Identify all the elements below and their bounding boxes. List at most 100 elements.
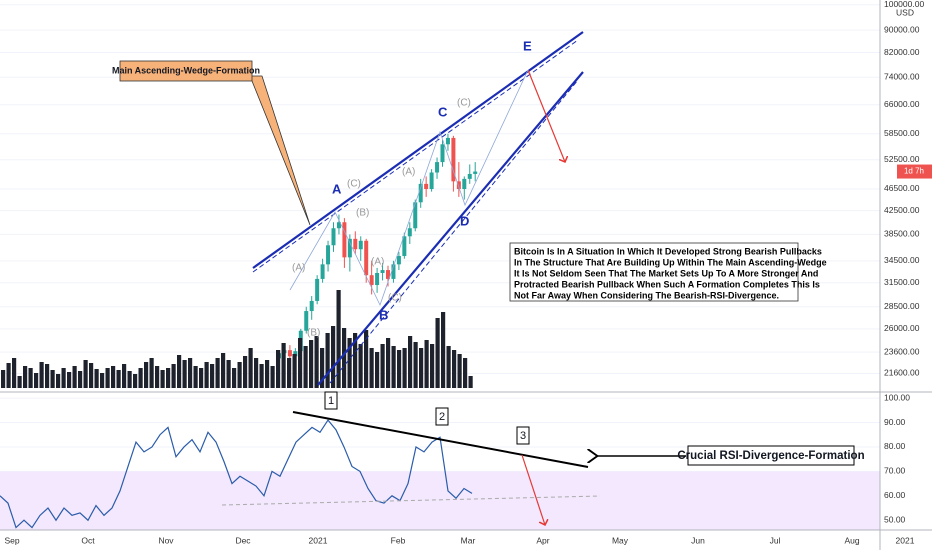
volume-bar: [259, 364, 264, 388]
volume-bar: [243, 356, 248, 388]
note-line: In The Structure That Are Building Up Wi…: [514, 257, 827, 267]
volume-bar: [468, 376, 473, 388]
volume-bar: [441, 312, 446, 388]
volume-bar: [56, 374, 61, 388]
note-line: Not Far Away When Considering The Bearis…: [514, 290, 779, 300]
candle-body: [424, 183, 429, 189]
candle-body: [467, 173, 472, 179]
volume-bar: [298, 338, 303, 388]
volume-bar: [28, 368, 33, 388]
candle-body: [473, 171, 478, 174]
candle-body: [451, 137, 456, 182]
x-tick-label: Aug: [844, 535, 859, 545]
volume-bar: [122, 364, 127, 388]
volume-bar: [419, 348, 424, 388]
volume-bar: [402, 348, 407, 388]
volume-bar: [309, 340, 314, 388]
volume-bar: [424, 340, 429, 388]
wedge-callout: Main Ascending-Wedge-Formation: [112, 60, 311, 226]
y-tick-label: 70.00: [884, 466, 906, 476]
volume-bar: [193, 366, 198, 388]
candle-body: [445, 137, 450, 145]
subwave-label: (B): [307, 328, 320, 339]
candle-body: [402, 236, 407, 256]
rsi-annotations: 1 2 3 Crucial RSI-Divergence-Formation: [221, 391, 865, 525]
y-tick-label: 50.00: [884, 514, 906, 524]
volume-bar: [408, 336, 413, 388]
x-tick-label: Oct: [81, 535, 95, 545]
volume-bar: [177, 355, 182, 388]
volume-bar: [270, 366, 275, 388]
candle-body: [358, 240, 363, 250]
subwave-label: (B): [356, 208, 369, 219]
volume-bar: [215, 358, 220, 388]
candle-body: [391, 264, 396, 279]
volume-bar: [160, 370, 165, 388]
volume-bar: [314, 336, 319, 388]
wave-label: A: [332, 181, 342, 196]
wave-label: B: [379, 307, 388, 322]
volume-bar: [171, 364, 176, 388]
volume-bar: [397, 350, 402, 388]
candle-body: [336, 222, 341, 229]
candle-body: [386, 270, 390, 279]
candle-body: [396, 255, 401, 265]
volume-bar: [199, 368, 204, 388]
subwave-label: (A): [402, 167, 415, 178]
volume-bar: [182, 360, 187, 388]
volume-bar: [342, 328, 347, 388]
candle-body: [413, 202, 418, 229]
candle-body: [462, 178, 467, 189]
y-tick-label: 100.00: [884, 392, 910, 402]
volume-bar: [287, 358, 292, 388]
volume-bar: [34, 373, 39, 388]
volume-bar: [452, 350, 457, 388]
y-tick-label: 26000.00: [884, 323, 920, 333]
note-line: Protracted Bearish Pullback When Such A …: [514, 279, 820, 289]
volume-bar: [303, 346, 308, 388]
volume-bar: [204, 362, 209, 388]
y-tick-label: 90000.00: [884, 24, 920, 34]
volume-bar: [221, 353, 226, 388]
candle-body: [304, 311, 309, 331]
volume-bar: [1, 370, 6, 388]
wave-label: E: [523, 38, 532, 53]
candle-body: [353, 238, 358, 250]
y-tick-label: 34500.00: [884, 255, 920, 265]
y-tick-label: 80.00: [884, 441, 906, 451]
volume-bar: [155, 366, 160, 388]
volume-bar: [116, 370, 121, 388]
axes: 100000.00 90000.00 82000.00 74000.00 66000.0…: [4, 0, 932, 545]
volume-bar: [61, 368, 66, 388]
volume-bar: [23, 366, 28, 388]
y-tick-label: 90.00: [884, 417, 906, 427]
volume-bar: [166, 368, 171, 388]
volume-bar: [364, 330, 369, 388]
volume-bar: [254, 358, 259, 388]
x-tick-label: Jul: [770, 535, 781, 545]
volume-bar: [463, 358, 468, 388]
volume-bar: [380, 344, 385, 388]
countdown: 1d 7h: [904, 167, 924, 176]
volume-bar: [336, 290, 341, 388]
candle-body: [293, 351, 298, 357]
x-tick-label: 2021: [896, 535, 915, 545]
y-tick-label: 74000.00: [884, 71, 920, 81]
x-tick-label: Nov: [158, 535, 174, 545]
volume-bar: [369, 348, 374, 388]
volume-bar: [100, 373, 105, 388]
x-tick-label: May: [612, 535, 629, 545]
candle-body: [369, 275, 374, 286]
note-line: It Is Not Seldom Seen That The Market Se…: [514, 268, 818, 278]
y-tick-label: 100000.00: [884, 0, 924, 9]
volume-bar: [281, 343, 286, 388]
candle-body: [331, 228, 336, 246]
volume-bar: [67, 372, 72, 388]
marks: [0, 133, 478, 529]
rsi-point: 2: [439, 411, 445, 423]
candle-body: [364, 240, 369, 276]
volume-bar: [127, 371, 132, 388]
volume-bar: [133, 374, 138, 388]
volume-bar: [325, 333, 330, 388]
subwave-label: (C): [457, 98, 471, 109]
